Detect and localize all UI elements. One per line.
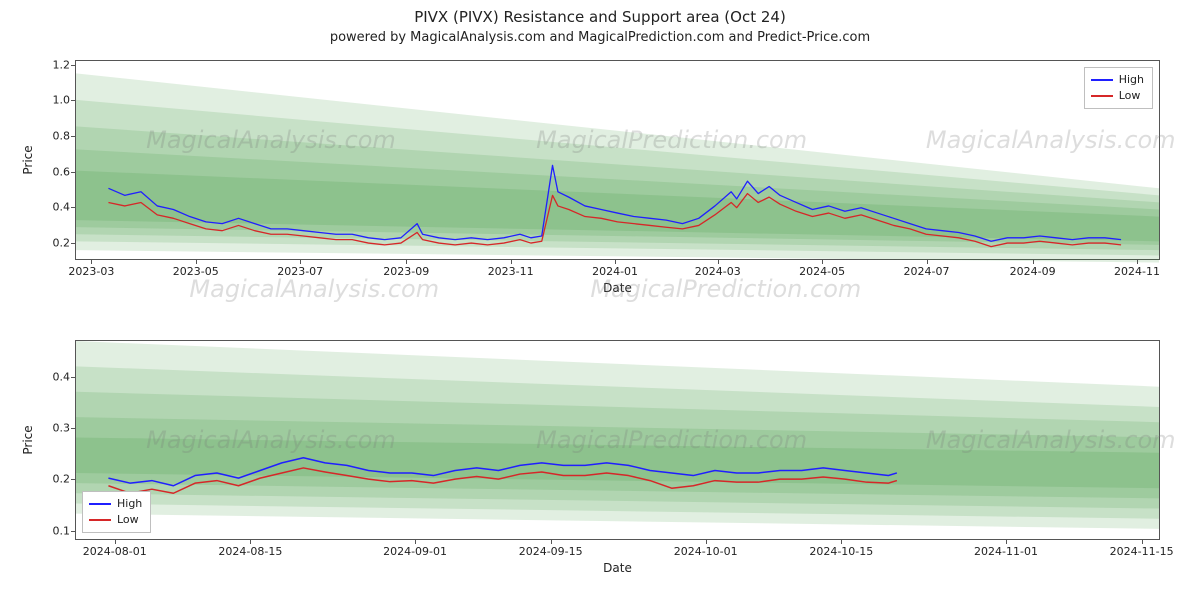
top-x-axis-label: Date: [603, 281, 632, 295]
y-tick-mark: [71, 428, 76, 429]
y-tick-mark: [71, 243, 76, 244]
legend-label: Low: [117, 512, 139, 528]
chart-title: PIVX (PIVX) Resistance and Support area …: [0, 8, 1200, 26]
bottom-chart-axes: Price Date MagicalAnalysis.com MagicalPr…: [75, 340, 1160, 540]
x-tick-mark: [718, 259, 719, 264]
x-tick-mark: [115, 539, 116, 544]
bottom-x-axis-label: Date: [603, 561, 632, 575]
y-tick-mark: [71, 531, 76, 532]
x-tick-mark: [406, 259, 407, 264]
y-tick-mark: [71, 479, 76, 480]
bottom-y-axis-label: Price: [21, 425, 35, 454]
legend-label: Low: [1119, 88, 1141, 104]
x-tick-mark: [615, 259, 616, 264]
y-tick-mark: [71, 65, 76, 66]
top-chart-legend: HighLow: [1084, 67, 1153, 109]
legend-label: High: [117, 496, 142, 512]
top-y-axis-label: Price: [21, 145, 35, 174]
x-tick-mark: [250, 539, 251, 544]
watermark: MagicalAnalysis.com: [189, 275, 439, 303]
legend-label: High: [1119, 72, 1144, 88]
chart-subtitle: powered by MagicalAnalysis.com and Magic…: [0, 30, 1200, 45]
y-tick-mark: [71, 172, 76, 173]
legend-swatch: [89, 519, 111, 521]
top-chart-axes: Price Date MagicalAnalysis.com MagicalPr…: [75, 60, 1160, 260]
x-tick-mark: [196, 259, 197, 264]
legend-item: Low: [1091, 88, 1144, 104]
legend-item: High: [89, 496, 142, 512]
legend-swatch: [1091, 95, 1113, 97]
x-tick-mark: [415, 539, 416, 544]
x-tick-mark: [1137, 259, 1138, 264]
legend-item: Low: [89, 512, 142, 528]
x-tick-mark: [841, 539, 842, 544]
x-tick-mark: [1033, 259, 1034, 264]
x-tick-mark: [91, 259, 92, 264]
y-tick-mark: [71, 207, 76, 208]
y-tick-mark: [71, 100, 76, 101]
x-tick-mark: [511, 259, 512, 264]
x-tick-mark: [706, 539, 707, 544]
legend-item: High: [1091, 72, 1144, 88]
y-tick-mark: [71, 136, 76, 137]
bottom-chart-legend: HighLow: [82, 491, 151, 533]
x-tick-mark: [1006, 539, 1007, 544]
y-tick-mark: [71, 377, 76, 378]
x-tick-mark: [822, 259, 823, 264]
legend-swatch: [89, 503, 111, 505]
figure: PIVX (PIVX) Resistance and Support area …: [0, 0, 1200, 600]
legend-swatch: [1091, 79, 1113, 81]
top-chart-svg: [76, 61, 1159, 259]
x-tick-mark: [551, 539, 552, 544]
bottom-chart-svg: [76, 341, 1159, 539]
x-tick-mark: [1142, 539, 1143, 544]
x-tick-mark: [927, 259, 928, 264]
x-tick-mark: [300, 259, 301, 264]
